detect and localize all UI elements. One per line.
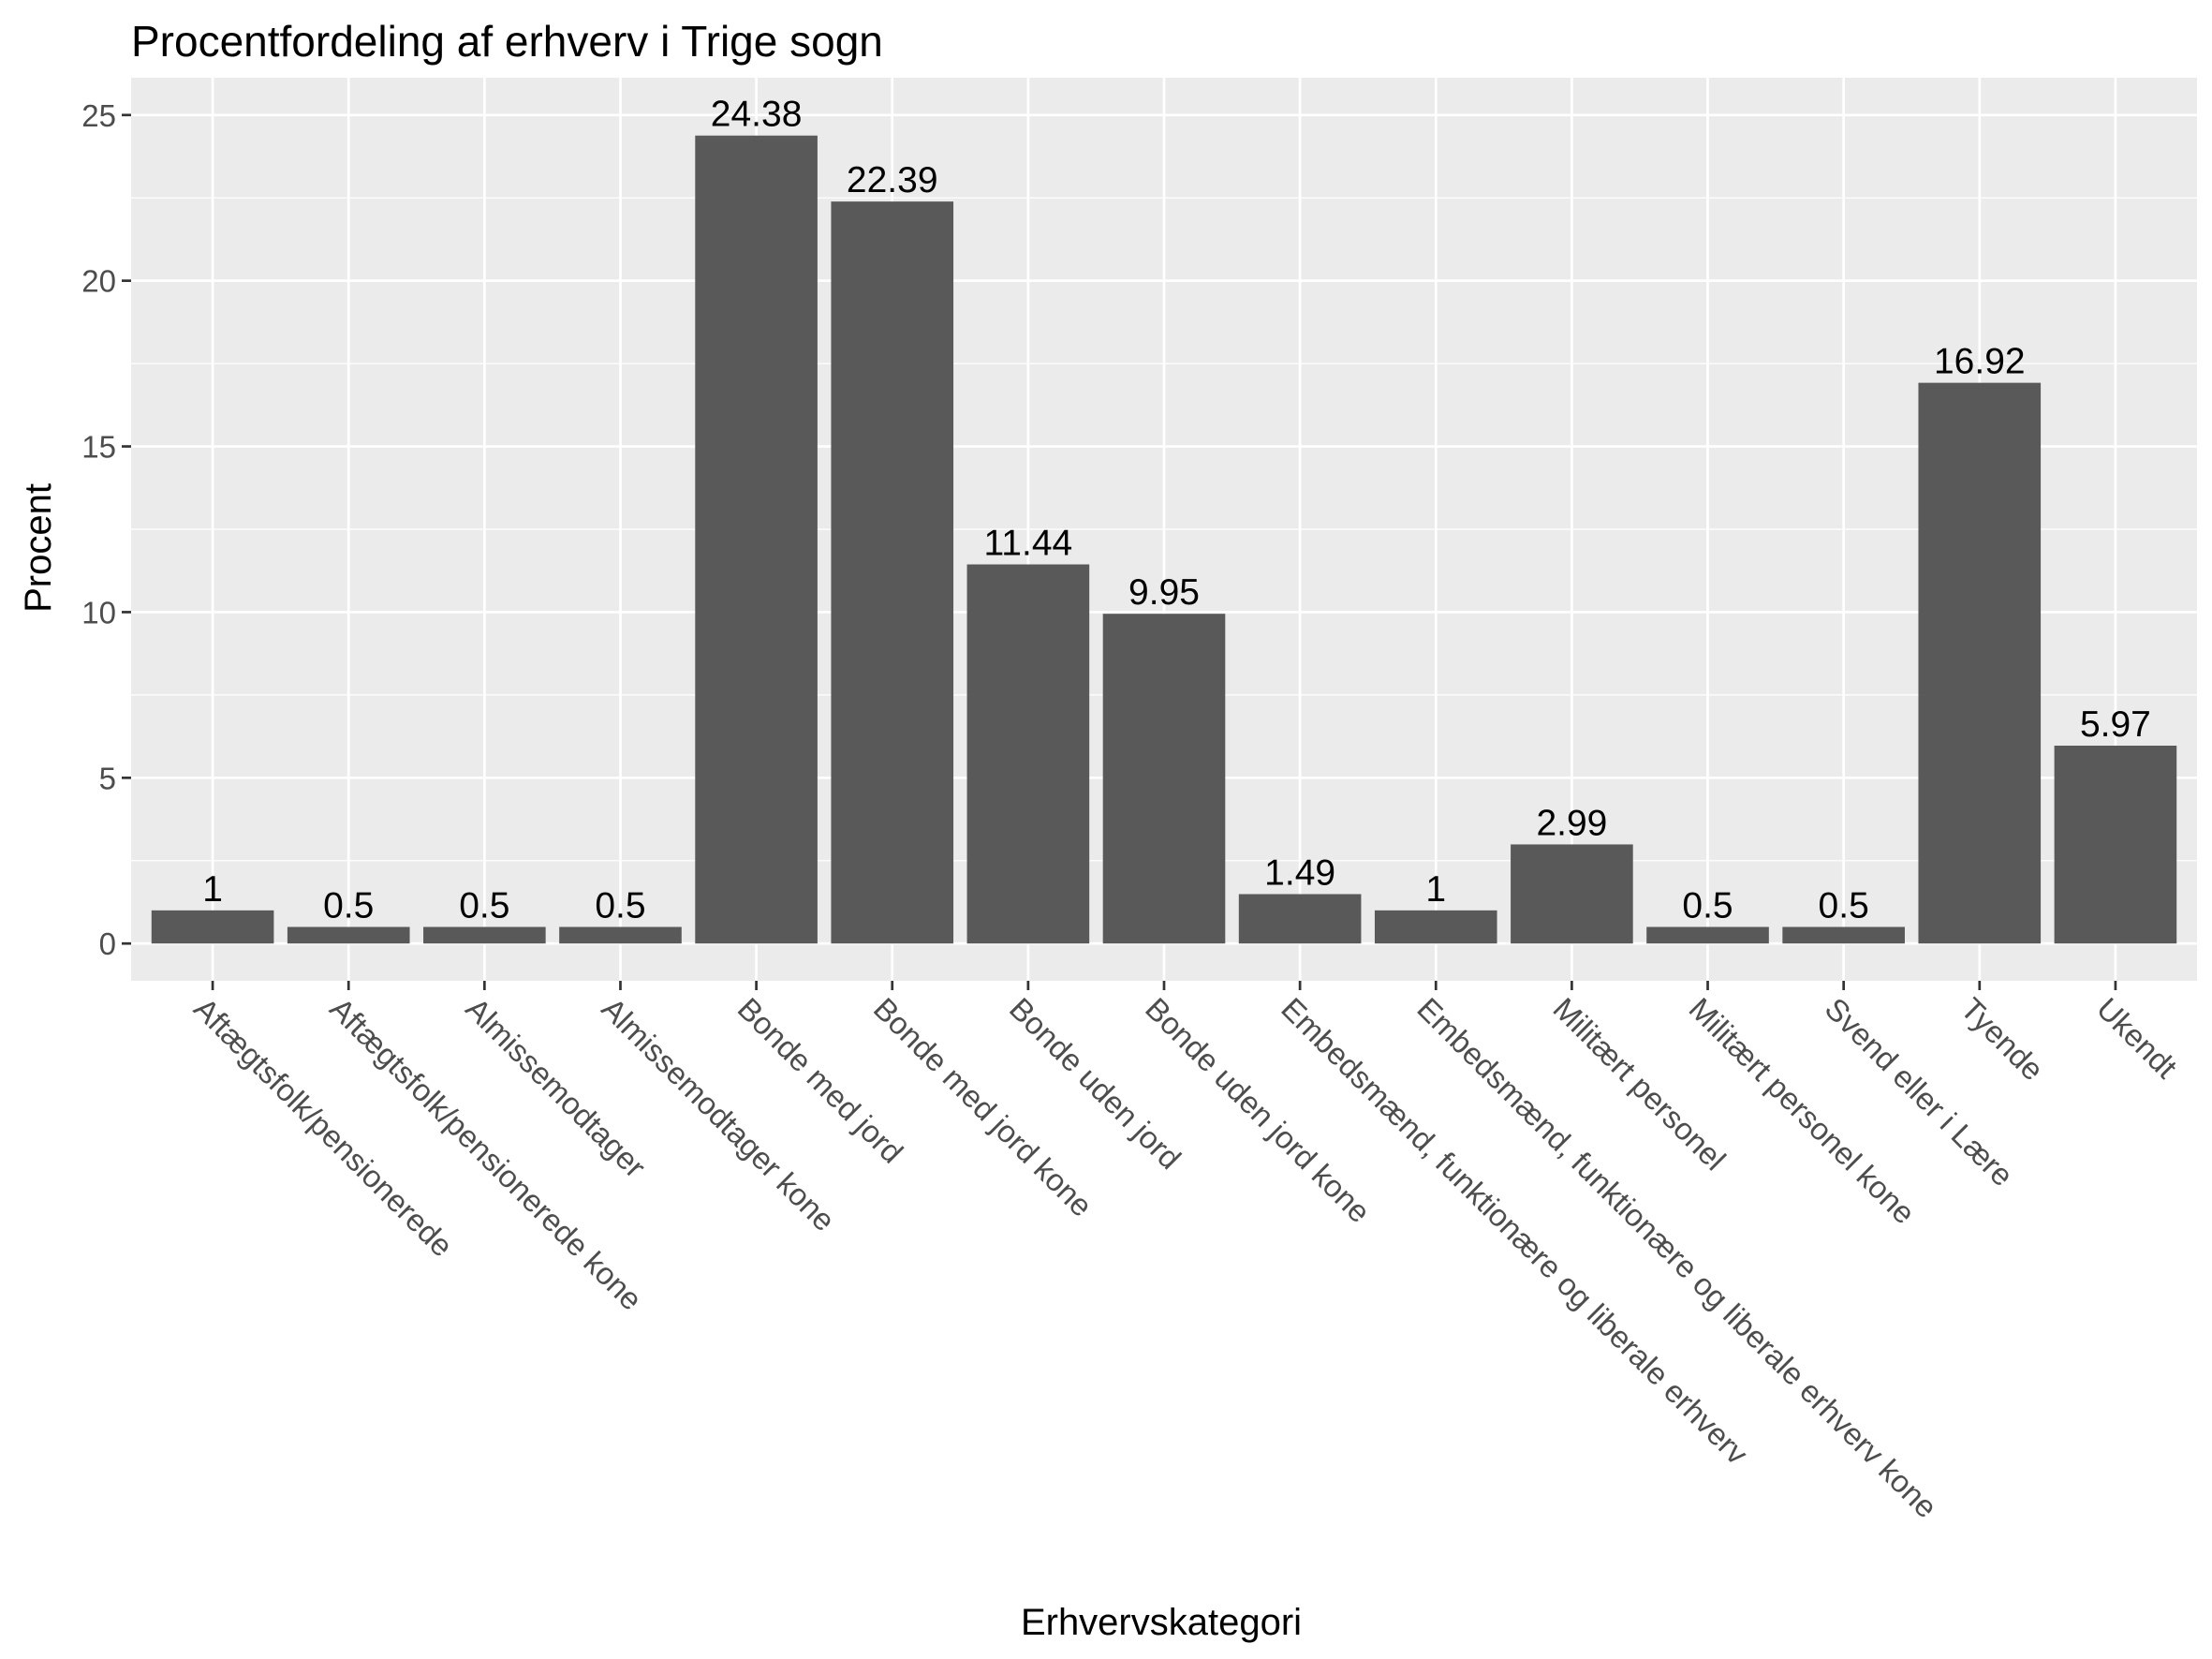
- data-label: 24.38: [711, 95, 803, 135]
- bar: [287, 926, 410, 944]
- data-label: 1: [202, 869, 223, 910]
- data-label: 1.49: [1264, 852, 1335, 893]
- bar: [966, 564, 1090, 944]
- bar: [1918, 382, 2042, 944]
- x-tick-label: Bonde uden jord kone: [1139, 991, 1378, 1230]
- y-axis-title: Procent: [18, 483, 59, 613]
- x-tick-label: Tyende: [1954, 991, 2051, 1088]
- x-tick-label: Ukendt: [2090, 991, 2184, 1085]
- data-label: 9.95: [1128, 572, 1200, 613]
- data-label: 0.5: [595, 886, 645, 926]
- data-label: 2.99: [1536, 803, 1607, 843]
- bar: [151, 910, 274, 944]
- bar: [1646, 926, 1769, 944]
- bar: [1374, 910, 1497, 944]
- y-tick-label: 5: [99, 761, 116, 795]
- y-tick-label: 10: [81, 595, 116, 630]
- data-label: 0.5: [1682, 886, 1733, 926]
- y-tick-label: 20: [81, 264, 116, 299]
- data-label: 1: [1425, 869, 1446, 910]
- data-label: 0.5: [323, 886, 374, 926]
- bar: [695, 135, 818, 944]
- x-tick-label: Bonde med jord kone: [867, 991, 1099, 1223]
- data-label: 0.5: [1819, 886, 1869, 926]
- bar: [1102, 614, 1226, 944]
- x-axis: Aftægtsfolk/pensioneredeAftægtsfolk/pens…: [187, 981, 2184, 1524]
- y-tick-label: 25: [81, 98, 116, 133]
- x-tick-label: Aftægtsfolk/pensionerede: [187, 991, 460, 1264]
- y-tick-label: 0: [99, 926, 116, 961]
- x-tick-label: Almissemodtager kone: [596, 991, 843, 1238]
- y-axis: 0 5 10 15 20 25: [81, 98, 131, 961]
- data-label: 0.5: [459, 886, 509, 926]
- x-tick-label: Embedsmænd, funktionære og liberale erhv…: [1410, 991, 1944, 1525]
- bar: [2054, 746, 2177, 944]
- bar: [831, 201, 954, 944]
- bar: [1782, 926, 1905, 944]
- bar: [1238, 894, 1362, 944]
- bar: [1511, 844, 1633, 944]
- data-labels: 1 0.5 0.5 0.5 24.38 22.39 11.44 9.95 1.49 1 2.99 0.…: [202, 95, 2151, 926]
- data-label: 5.97: [2080, 704, 2151, 745]
- x-tick-label: Embedsmænd, funktionære og liberale erhv…: [1275, 991, 1755, 1472]
- chart-title: Procentfordeling af erhverv i Trige sogn: [131, 17, 883, 66]
- x-axis-title: Erhvervskategori: [1021, 1602, 1302, 1643]
- bar: [423, 926, 546, 944]
- y-tick-label: 15: [81, 430, 116, 465]
- bars: [151, 135, 2177, 944]
- bar: [559, 926, 682, 944]
- data-label: 11.44: [984, 523, 1073, 563]
- data-label: 16.92: [1934, 342, 2026, 382]
- x-tick-label: Militært personel kone: [1683, 991, 1923, 1231]
- data-label: 22.39: [847, 160, 938, 200]
